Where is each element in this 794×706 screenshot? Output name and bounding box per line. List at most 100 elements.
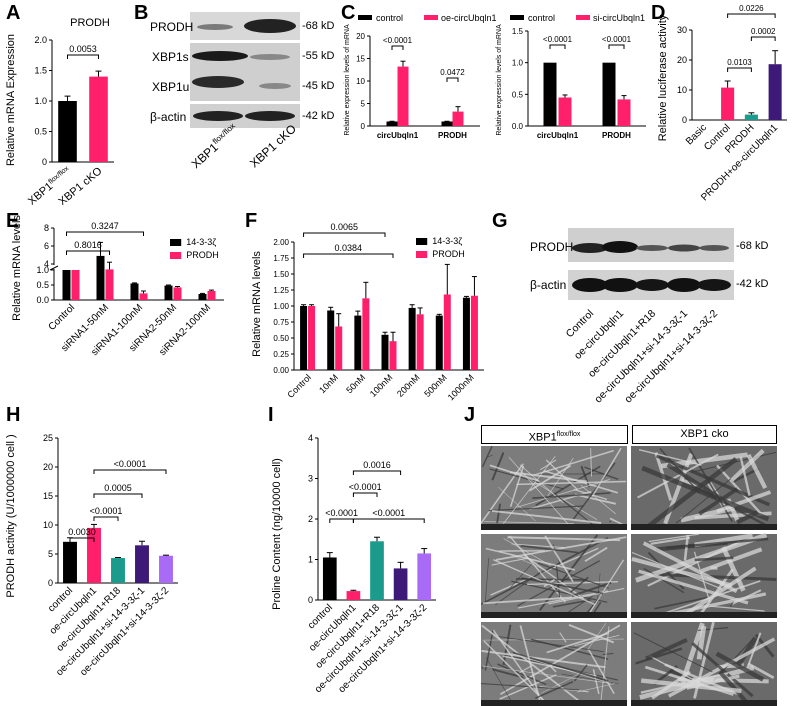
bar [346,591,361,600]
bar [63,541,77,583]
y-tick-label: 5 [361,100,366,109]
sem-fiber [650,536,691,545]
y-axis-label: Relative mRNA Expression [5,34,17,166]
sem-fiber [532,492,611,500]
bar [389,341,397,370]
p-value-label: <0.0001 [90,506,123,516]
blot-g-row-label: PRODH [530,240,574,254]
significance-bracket [549,44,566,49]
legend-label: si-circUbqln1 [593,13,645,23]
sem-fiber [482,638,625,641]
sem-fiber [491,509,602,524]
panel-letter-h: H [6,404,21,426]
blot-b-size-label: -68 kD [302,20,335,32]
bar [87,527,101,583]
y-tick-label: 1.25 [273,286,289,295]
bar [362,298,370,370]
bar [416,314,424,370]
sem-fiber [500,624,621,695]
sem-fiber [716,490,772,514]
sem-fiber [497,635,604,653]
western-blot-b: PRODH XBP1s XBP1u β-actin -68 kD -55 kD … [130,0,340,205]
p-value-label: <0.0001 [543,35,573,44]
y-tick-label: 0.0 [36,295,49,305]
p-value-label: <0.0001 [383,36,413,45]
sem-fiber [730,448,765,482]
p-value-label: 0.0472 [440,68,465,77]
panel-letter-g: G [492,210,508,232]
sem-fiber [571,581,612,597]
bar [417,553,432,600]
y-tick-label: 0.5 [512,90,524,99]
sem-fiber [588,649,615,695]
y-axis-label: Proline Content (ng/10000 cell) [271,458,283,610]
axis-break [49,265,59,271]
sem-fiber [710,605,765,612]
sem-fiber [509,465,525,507]
sem-fiber [511,653,610,684]
sem-fiber [698,487,739,516]
y-tick-label: 0.5 [34,127,47,137]
bar [173,287,182,300]
p-value-label: 0.0016 [363,460,391,470]
p-value-label: <0.0001 [372,508,405,518]
x-tick-label: Control [47,302,78,333]
y-tick-label: 0.0 [512,122,524,131]
sem-fiber [638,569,749,605]
y-tick-label: 25 [43,433,53,443]
sem-info-bar [481,612,627,618]
blot-g-size-label: -68 kD [736,240,769,252]
sem-fiber [511,543,565,549]
sem-fiber [497,663,547,686]
sem-fiber [483,596,573,605]
p-value-label: 0.0053 [69,44,97,54]
sem-fiber [633,632,713,673]
sem-fiber [694,556,734,562]
chart-d: 0102030BasicControlPRODHPRODH+oe-circUbq… [657,4,787,203]
sem-fiber [547,457,574,497]
sem-fiber [520,545,579,554]
sem-fiber [548,587,625,605]
sem-fiber [546,632,609,654]
bar [744,114,758,120]
sem-fiber [544,535,574,583]
bar [543,62,557,126]
bar [130,283,139,300]
panel-letter-a: A [6,2,21,24]
sem-info-bar [481,524,627,530]
sem-fiber [574,493,616,505]
bar [62,270,71,300]
significance-bracket [303,232,386,237]
blot-b-row-label: β-actin [150,110,187,124]
sem-fiber [647,457,738,528]
y-tick-label: 1.0 [34,96,47,106]
chart-a: 0 0.5 1.0 1.5 2.0 PRODH Relative mRNA Expressi… [5,17,114,205]
sem-fiber [580,465,591,488]
blot-g-size-label: -42 kD [736,278,769,290]
significance-bracket [727,67,752,72]
chart-e: 0.00.51.0468ControlsiRNA1-50nMsiRNA1-100… [11,215,224,358]
sem-fiber [736,636,758,667]
significance-bracket [66,250,110,255]
bar [617,99,631,126]
sem-fiber [491,557,528,566]
sem-info-bar [631,700,777,706]
y-tick-label: 0 [48,578,53,588]
sem-fiber [517,479,610,508]
sem-fiber [516,480,627,486]
sem-fiber [488,505,584,512]
sem-fiber [700,547,763,574]
sem-fiber [503,538,551,566]
sem-fiber [507,536,621,542]
sem-fiber [545,459,579,491]
sem-fiber [540,673,580,694]
p-value-label: <0.0001 [349,482,382,492]
sem-fiber [492,629,544,702]
significance-bracket [93,469,167,474]
sem-fiber [631,551,723,590]
bar [322,557,337,600]
legend-label: oe-circUbqln1 [441,13,497,23]
sem-fiber [665,592,767,617]
y-tick-label: 20 [43,462,53,472]
significance-bracket [93,516,119,521]
